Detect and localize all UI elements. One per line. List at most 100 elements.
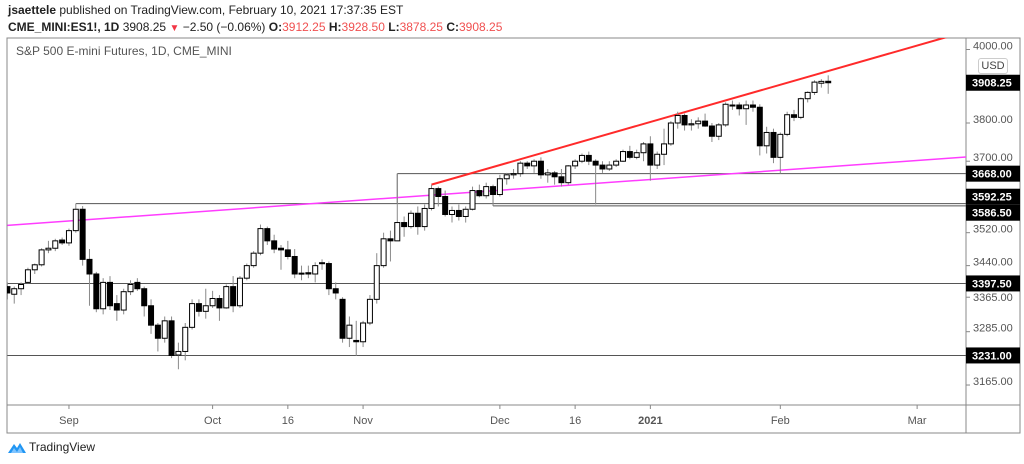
candle: [134, 278, 141, 291]
candle: [565, 165, 572, 185]
price-tick-label: 3700.00: [973, 152, 1013, 164]
candle: [24, 267, 31, 284]
candle: [654, 151, 661, 169]
price-level-badge: [966, 347, 1020, 364]
candle: [708, 123, 715, 142]
candle-body: [236, 277, 243, 307]
candle-body: [449, 209, 455, 215]
candle-body: [736, 104, 743, 110]
candle: [107, 276, 113, 311]
candle-body: [777, 133, 784, 158]
candle-body: [380, 238, 387, 267]
candle: [592, 159, 599, 205]
candle-body: [182, 326, 189, 352]
candle-body: [626, 151, 633, 158]
candle-body: [209, 297, 216, 307]
candle-body: [312, 265, 319, 275]
price-level-badge: [966, 74, 1020, 91]
candle: [503, 172, 510, 185]
candle: [544, 168, 551, 183]
candle-body: [305, 272, 312, 275]
candle: [319, 259, 326, 270]
candle-body: [702, 120, 709, 127]
price-change: −2.50 (−0.06%): [182, 20, 266, 34]
candle: [640, 141, 647, 162]
candle-body: [640, 143, 647, 154]
candle-body: [613, 160, 620, 166]
candle: [243, 263, 250, 281]
candle-body: [202, 305, 209, 312]
candle-body: [45, 247, 52, 251]
candle: [394, 173, 401, 242]
candle-body: [661, 143, 668, 155]
price-tick-label: 3165.00: [973, 376, 1013, 388]
candle-body: [599, 164, 606, 170]
candle: [517, 161, 524, 177]
trendline: [431, 38, 948, 186]
candle: [168, 316, 175, 359]
candle-body: [414, 212, 421, 228]
time-tick-label: 16: [569, 415, 581, 427]
candle-body: [756, 106, 763, 147]
triangle-down-icon: ▼: [169, 23, 180, 34]
price-tick-label: 3365.00: [973, 292, 1013, 304]
candle: [380, 232, 387, 268]
candle: [407, 210, 414, 229]
candle-body: [298, 272, 305, 275]
candle-body: [107, 281, 113, 307]
candle-body: [407, 212, 414, 228]
candle-body: [141, 288, 148, 307]
candle-body: [490, 186, 497, 196]
candle-body: [476, 190, 483, 197]
candle: [373, 253, 380, 304]
candle-body: [24, 269, 31, 283]
candle: [257, 224, 264, 256]
candle: [818, 79, 825, 88]
candle: [722, 102, 729, 127]
candle-body: [435, 188, 442, 198]
candle-body: [7, 286, 11, 294]
candle: [175, 342, 182, 370]
candle: [510, 168, 517, 179]
candle-body: [100, 281, 107, 310]
candle: [777, 132, 784, 174]
currency-button[interactable]: USD: [978, 58, 1008, 74]
candle: [127, 280, 134, 296]
chart-frame: [6, 37, 1021, 434]
price-level-badge: [966, 275, 1020, 292]
candle-body: [11, 288, 18, 295]
candle-body: [681, 114, 688, 126]
price-tick-label: 3285.00: [973, 323, 1013, 335]
time-tick-label: Sep: [59, 415, 79, 427]
time-axis[interactable]: Sep Oct 16 Nov Dec 16 2021 Feb Mar: [59, 405, 927, 427]
candle-body: [483, 186, 490, 197]
footer: TradingView: [8, 440, 95, 454]
price-axis[interactable]: 4000.00 3800.00 3700.00 3520.00 3440.00 3365.…: [966, 40, 1020, 388]
candle: [298, 265, 305, 281]
price-level-label: 3908.25: [972, 78, 1012, 90]
publish-info: jsaettele published on TradingView.com, …: [8, 3, 403, 17]
candle-body: [688, 123, 695, 126]
brand-name[interactable]: TradingView: [29, 440, 96, 454]
candle: [620, 149, 626, 162]
candle-body: [86, 258, 93, 275]
candle: [291, 249, 298, 279]
candle-body: [578, 154, 585, 162]
candle-body: [168, 320, 175, 356]
candle-body: [510, 173, 517, 176]
candle: [715, 123, 722, 141]
candle-body: [708, 125, 715, 137]
candle: [763, 126, 770, 154]
author-name[interactable]: jsaettele: [8, 3, 57, 17]
candle-body: [818, 80, 825, 84]
candle-body: [339, 298, 346, 339]
candle-body: [784, 114, 791, 135]
candle-body: [442, 196, 449, 215]
candle-body: [72, 208, 79, 232]
candle: [476, 184, 483, 198]
candle: [65, 228, 72, 246]
price-tick-label: 3800.00: [973, 114, 1013, 126]
candle: [264, 226, 271, 245]
candle-body: [134, 281, 141, 290]
